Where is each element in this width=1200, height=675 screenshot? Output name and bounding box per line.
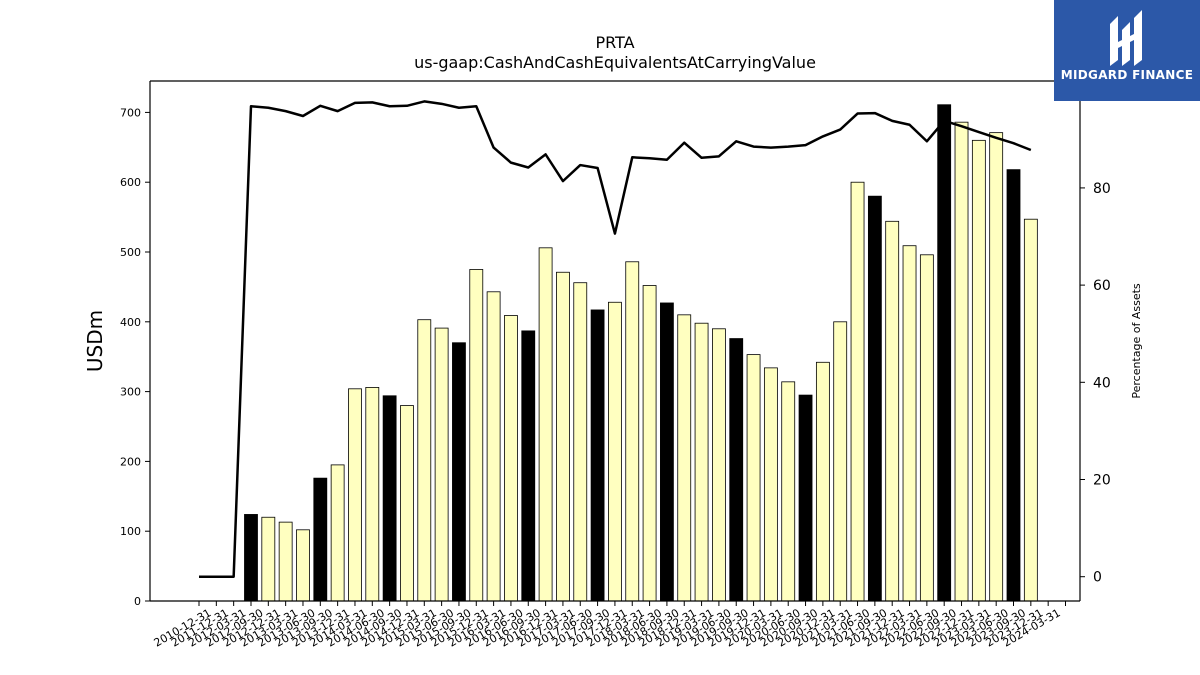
bar xyxy=(989,132,1004,602)
bar xyxy=(625,261,640,602)
bar xyxy=(365,387,380,602)
bar xyxy=(313,477,328,602)
bar xyxy=(278,521,293,602)
bar xyxy=(521,330,536,602)
bar xyxy=(746,354,761,602)
bar xyxy=(573,282,588,602)
bar xyxy=(538,247,553,602)
logo-mark-icon xyxy=(1110,10,1142,66)
bar xyxy=(971,139,986,602)
y-tick-label: 200 xyxy=(120,455,141,468)
y2-tick-label: 0 xyxy=(1093,570,1102,586)
bar xyxy=(296,529,310,602)
y-tick-label: 300 xyxy=(120,386,141,399)
bar xyxy=(1023,218,1038,602)
chart-title: PRTA xyxy=(595,33,634,52)
y2-tick-label: 20 xyxy=(1093,473,1111,489)
bar xyxy=(417,319,432,602)
bar xyxy=(885,220,900,602)
y-axis-label: USDm xyxy=(83,310,107,372)
bar xyxy=(902,245,917,602)
midgard-finance-logo: MIDGARD FINANCE xyxy=(1054,0,1200,101)
bar xyxy=(729,338,744,602)
bar xyxy=(382,395,397,602)
bar xyxy=(452,342,466,602)
bar xyxy=(781,381,796,602)
bar xyxy=(244,514,258,602)
bar xyxy=(400,405,414,602)
y-tick-label: 0 xyxy=(134,595,141,608)
bar xyxy=(469,269,484,602)
bar xyxy=(937,104,952,602)
bar xyxy=(712,328,726,602)
bar xyxy=(590,309,605,602)
y-tick-label: 600 xyxy=(120,176,141,189)
y-tick-label: 700 xyxy=(120,106,141,119)
bar xyxy=(608,301,622,602)
chart-subtitle: us-gaap:CashAndCashEquivalentsAtCarrying… xyxy=(414,53,816,72)
bar xyxy=(867,195,882,602)
y-tick-label: 500 xyxy=(120,246,141,259)
bar xyxy=(677,314,692,602)
bar xyxy=(1006,169,1021,602)
bar xyxy=(833,321,848,602)
bar xyxy=(815,361,830,602)
y-tick-label: 400 xyxy=(120,316,141,329)
bar xyxy=(694,322,709,602)
bar xyxy=(504,315,518,602)
y-tick-label: 100 xyxy=(120,525,141,538)
y2-tick-label: 40 xyxy=(1093,375,1111,391)
y2-tick-label: 60 xyxy=(1093,278,1111,294)
bar xyxy=(763,367,778,602)
bar xyxy=(261,516,276,602)
bar xyxy=(850,181,865,602)
bar xyxy=(919,254,934,602)
bar xyxy=(486,291,501,602)
y2-axis-label: Percentage of Assets xyxy=(1130,283,1143,399)
logo-text: MIDGARD FINANCE xyxy=(1060,68,1194,82)
bar xyxy=(348,388,362,602)
bar xyxy=(642,285,657,602)
bar xyxy=(330,464,345,602)
bar xyxy=(556,271,570,602)
y2-tick-label: 80 xyxy=(1093,181,1111,197)
percentage-line xyxy=(199,100,1032,578)
bar xyxy=(660,302,674,602)
bar xyxy=(434,327,449,602)
bar xyxy=(954,121,969,602)
bar xyxy=(798,394,813,602)
